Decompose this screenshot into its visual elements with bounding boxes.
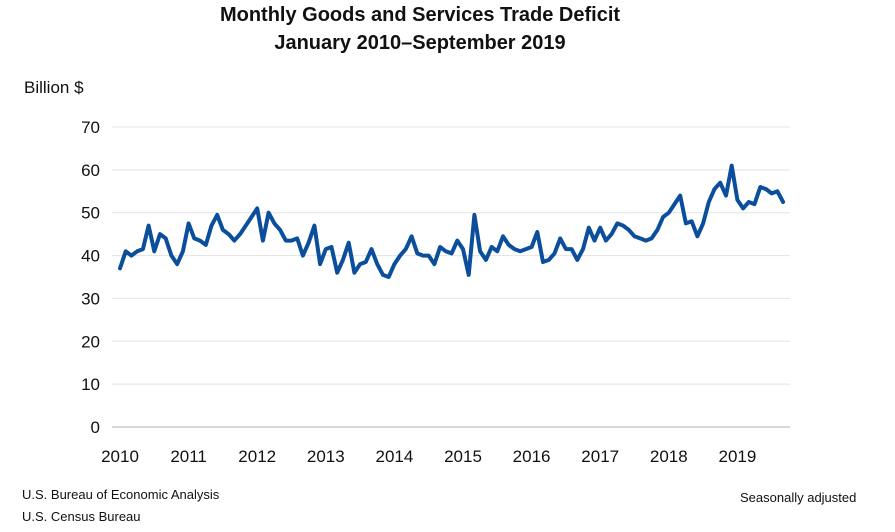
x-tick-label: 2013 (307, 447, 345, 466)
y-tick-label: 50 (81, 204, 100, 223)
chart-title: Monthly Goods and Services Trade Deficit (219, 4, 621, 26)
x-tick-label: 2017 (581, 447, 619, 466)
x-tick-label: 2018 (650, 447, 688, 466)
y-tick-label: 40 (81, 247, 100, 266)
y-tick-label: 10 (81, 375, 100, 394)
seasonal-note: Seasonally adjusted (740, 490, 857, 505)
y-tick-label: 30 (81, 289, 100, 308)
y-tick-label: 70 (81, 118, 100, 137)
x-tick-label: 2015 (444, 447, 482, 466)
y-tick-label: 20 (81, 332, 100, 351)
series-line (118, 163, 786, 279)
x-tick-label: 2014 (375, 447, 413, 466)
y-tick-label: 0 (91, 418, 100, 437)
source-bea: U.S. Bureau of Economic Analysis (22, 487, 220, 502)
source-census: U.S. Census Bureau (22, 509, 141, 524)
y-tick-label: 60 (81, 161, 100, 180)
y-axis-label: Billion $ (24, 78, 84, 97)
x-tick-label: 2012 (238, 447, 276, 466)
chart-subtitle: January 2010–September 2019 (274, 32, 566, 54)
x-tick-label: 2016 (513, 447, 551, 466)
x-tick-label: 2019 (718, 447, 756, 466)
x-tick-label: 2011 (170, 447, 207, 466)
x-tick-label: 2010 (101, 447, 139, 466)
